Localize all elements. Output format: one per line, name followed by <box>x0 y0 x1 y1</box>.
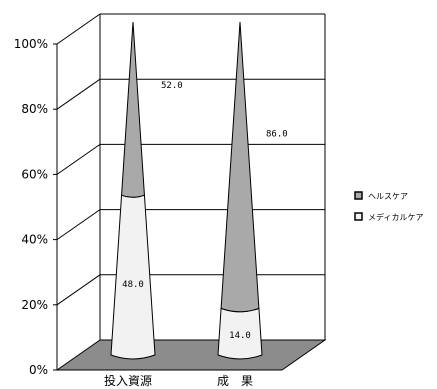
data-label: 14.0 <box>229 331 251 341</box>
category-labels: 投入資源 成 果 <box>104 373 253 388</box>
y-axis-ticks: 0% 20% 40% 60% 80% 100% <box>14 37 57 377</box>
legend-label: ヘルスケア <box>368 192 408 201</box>
side-gridline <box>56 274 101 306</box>
y-tick-label: 80% <box>21 102 48 116</box>
category-label: 投入資源 <box>104 373 152 388</box>
side-wall-top-edge <box>56 13 101 45</box>
cone-segment <box>121 21 145 198</box>
y-tick-label: 60% <box>21 167 48 181</box>
side-gridline <box>56 143 101 175</box>
y-tick-label: 40% <box>21 233 48 247</box>
data-labels: 52.0 48.0 86.0 14.0 <box>122 81 288 341</box>
data-label: 52.0 <box>161 81 183 91</box>
gridlines <box>56 78 325 306</box>
cone-segment <box>220 21 260 313</box>
category-label: 成 果 <box>217 374 253 388</box>
legend-swatch <box>354 212 363 221</box>
chart-floor <box>55 339 327 371</box>
y-tick-label: 100% <box>14 37 48 51</box>
cones <box>110 21 263 360</box>
y-tick-label: 20% <box>21 298 48 312</box>
legend-label: メディカルケア <box>368 212 423 222</box>
y-tick-label: 0% <box>29 363 48 377</box>
data-label: 86.0 <box>266 130 288 140</box>
side-gridline <box>56 209 101 241</box>
legend-swatch <box>354 191 363 200</box>
cone-segment <box>110 194 156 360</box>
data-label: 48.0 <box>122 280 144 290</box>
side-gridline <box>56 78 101 110</box>
